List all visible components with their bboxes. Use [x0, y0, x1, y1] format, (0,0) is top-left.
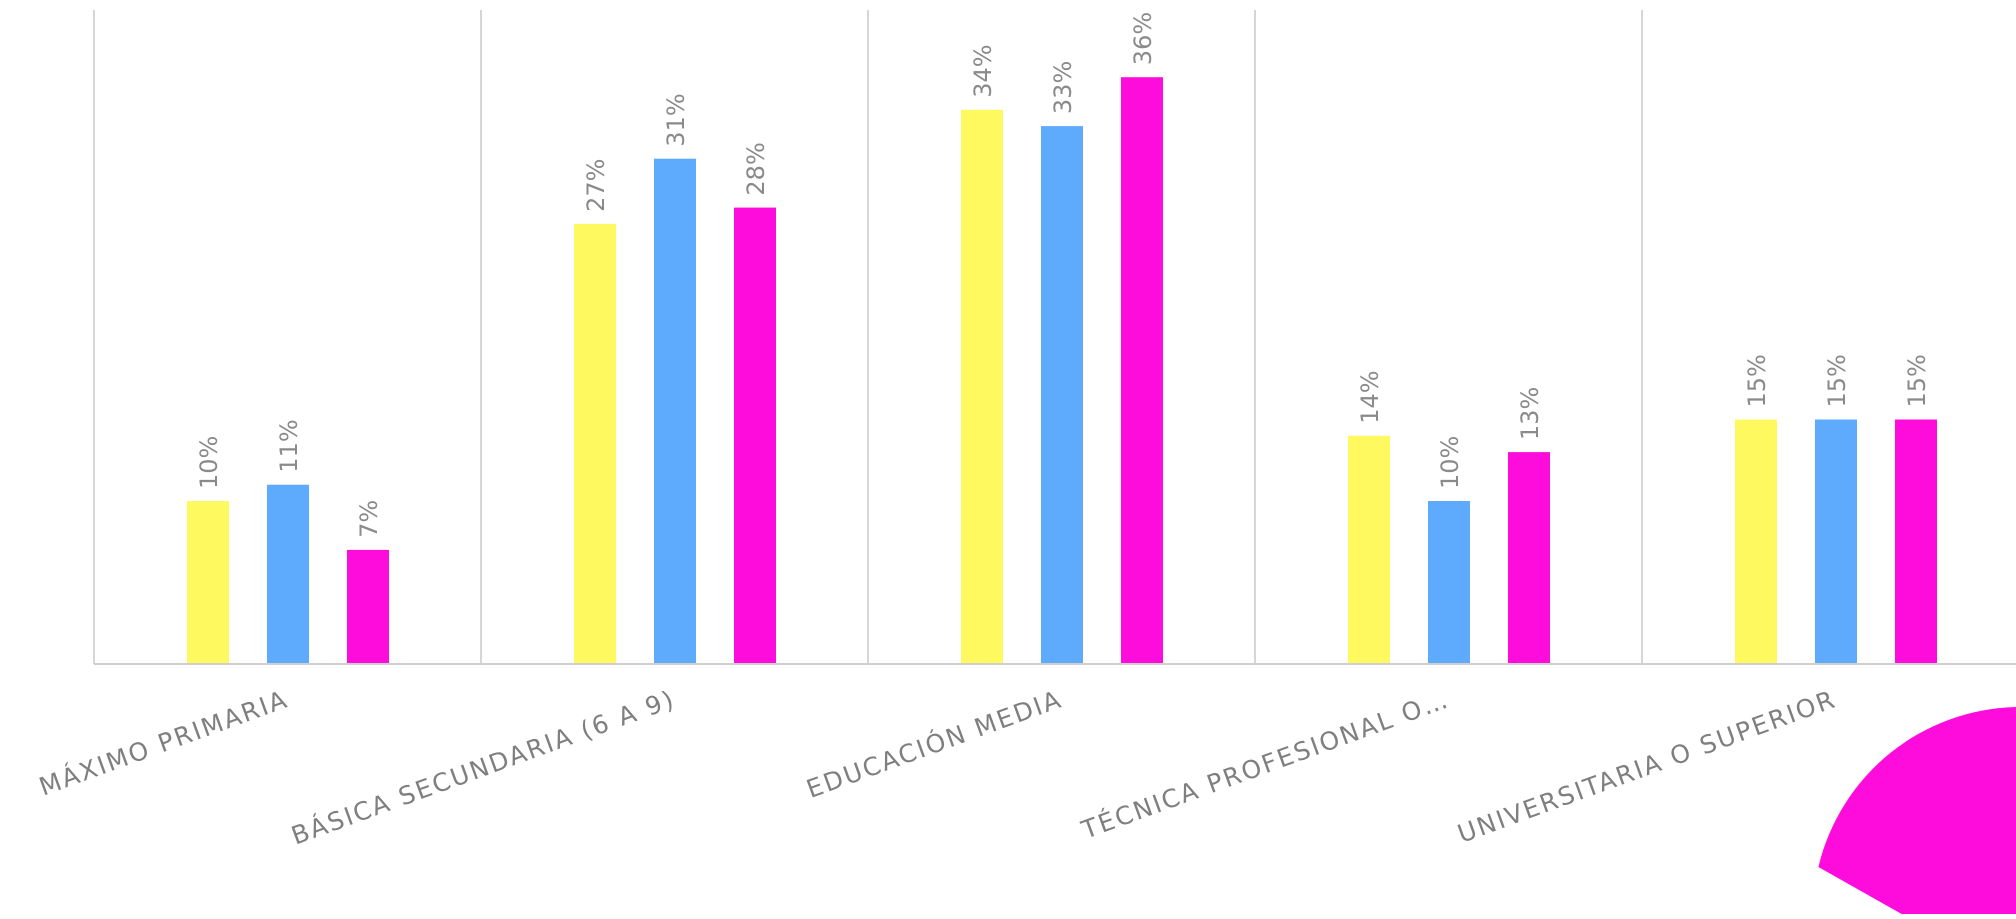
decorative-circle [1818, 707, 2016, 914]
bar-series-1-category-4 [1348, 436, 1390, 664]
value-label: 15% [1743, 354, 1771, 407]
bar-series-2-category-1 [267, 485, 309, 664]
bar-series-group [187, 77, 1937, 664]
bar-series-3-category-3 [1121, 77, 1163, 664]
value-label: 15% [1903, 354, 1931, 407]
category-label: UNIVERSITARIA O SUPERIOR [1454, 684, 1840, 848]
bar-series-3-category-4 [1508, 452, 1550, 664]
bar-series-2-category-3 [1041, 126, 1083, 664]
value-label: 31% [662, 93, 690, 146]
category-label: BÁSICA SECUNDARIA (6 A 9) [287, 684, 679, 850]
value-label: 11% [275, 419, 303, 472]
category-label: EDUCACIÓN MEDIA [802, 683, 1066, 803]
category-label: TÉCNICA PROFESIONAL O… [1077, 684, 1453, 845]
bar-series-3-category-1 [347, 550, 389, 664]
value-label: 36% [1129, 12, 1157, 65]
bar-series-1-category-3 [961, 110, 1003, 664]
bar-series-2-category-4 [1428, 501, 1470, 664]
value-label: 28% [742, 142, 770, 195]
value-label: 15% [1823, 354, 1851, 407]
value-label: 33% [1049, 61, 1077, 114]
bar-series-2-category-5 [1815, 420, 1857, 665]
category-dividers [94, 10, 1642, 664]
bar-series-2-category-2 [654, 159, 696, 664]
bar-series-1-category-2 [574, 224, 616, 664]
bar-series-1-category-5 [1735, 420, 1777, 665]
value-label: 10% [1436, 436, 1464, 489]
value-label: 34% [969, 44, 997, 97]
value-label: 14% [1356, 370, 1384, 423]
bar-series-1-category-1 [187, 501, 229, 664]
value-label: 10% [195, 436, 223, 489]
value-label: 27% [582, 159, 610, 212]
value-label: 7% [355, 500, 383, 538]
bar-series-3-category-5 [1895, 420, 1937, 665]
value-label: 13% [1516, 387, 1544, 440]
bar-series-3-category-2 [734, 208, 776, 664]
category-label: MÁXIMO PRIMARIA [35, 684, 292, 801]
